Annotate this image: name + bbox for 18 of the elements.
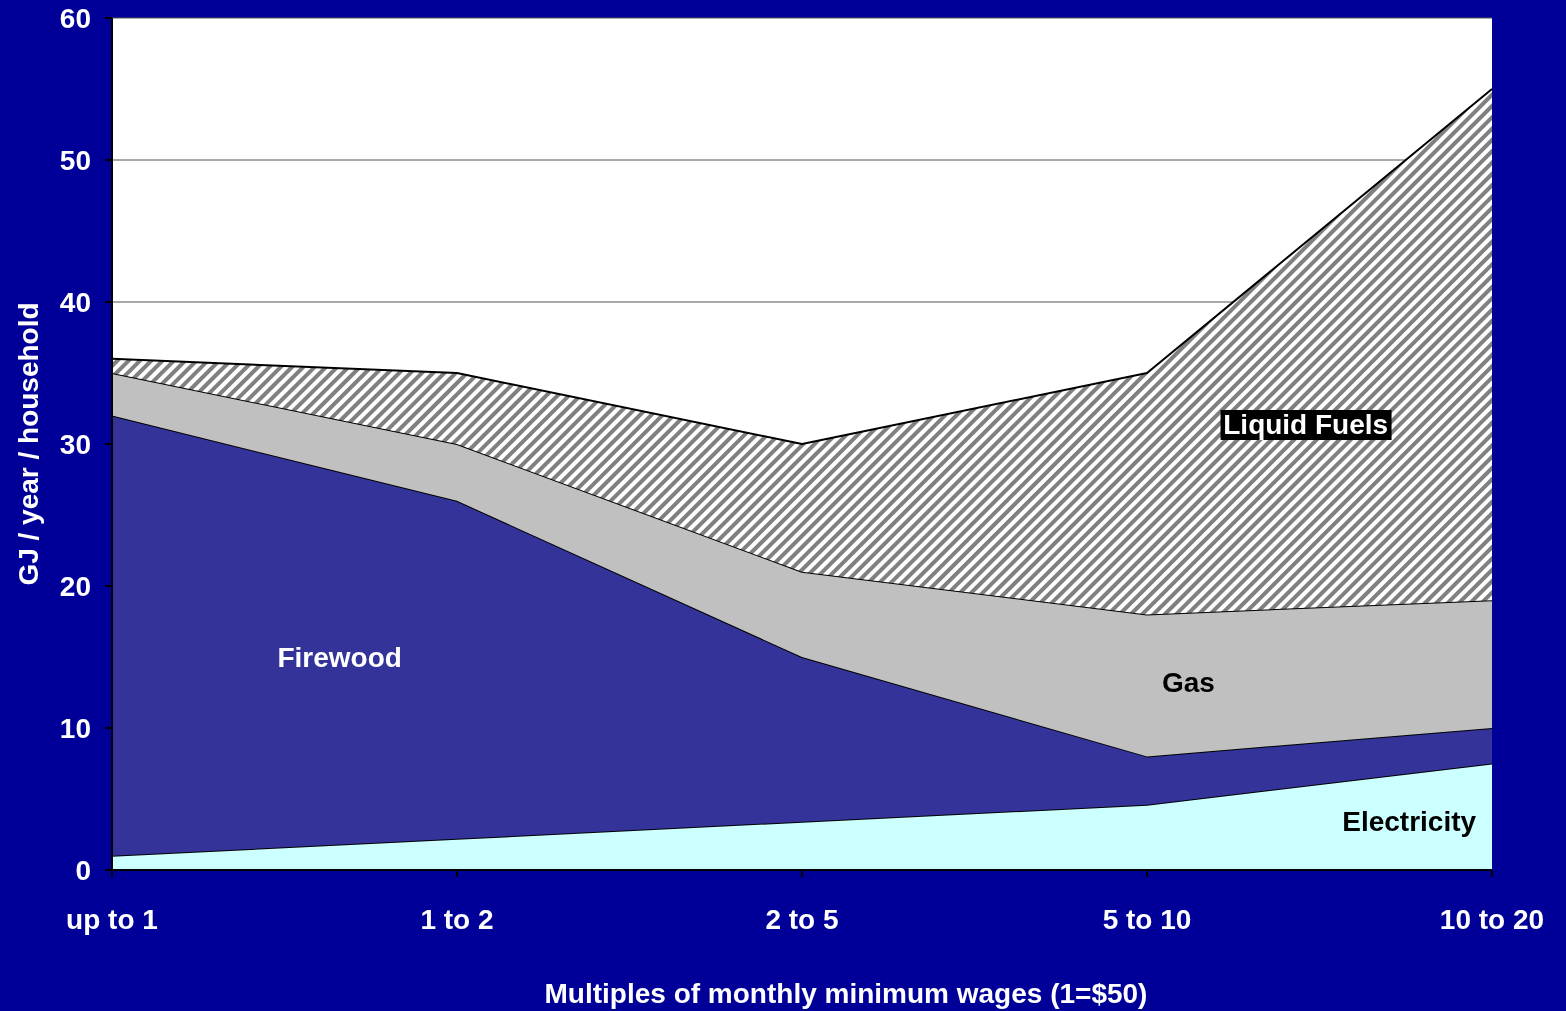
y-tick-label: 20: [59, 570, 91, 602]
x-tick-label: 1 to 2: [420, 903, 494, 935]
x-tick-label: 2 to 5: [765, 903, 839, 935]
series-label: Gas: [1161, 666, 1215, 698]
y-tick-label: 0: [75, 854, 91, 886]
x-tick-label: 5 to 10: [1102, 903, 1192, 935]
y-tick-label: 60: [59, 2, 91, 34]
y-axis-title: GJ / year / household: [12, 302, 44, 586]
series-label: Electricity: [1342, 805, 1477, 837]
x-axis-title: Multiples of monthly minimum wages (1=$50): [544, 977, 1148, 1009]
y-tick-label: 10: [59, 712, 91, 744]
y-tick-label: 40: [59, 286, 91, 318]
x-tick-label: up to 1: [66, 903, 158, 935]
x-tick-label: 10 to 20: [1439, 903, 1545, 935]
series-label: Firewood: [277, 642, 402, 674]
y-tick-label: 50: [59, 144, 91, 176]
y-tick-label: 30: [59, 428, 91, 460]
series-label: Liquid Fuels: [1220, 409, 1392, 441]
